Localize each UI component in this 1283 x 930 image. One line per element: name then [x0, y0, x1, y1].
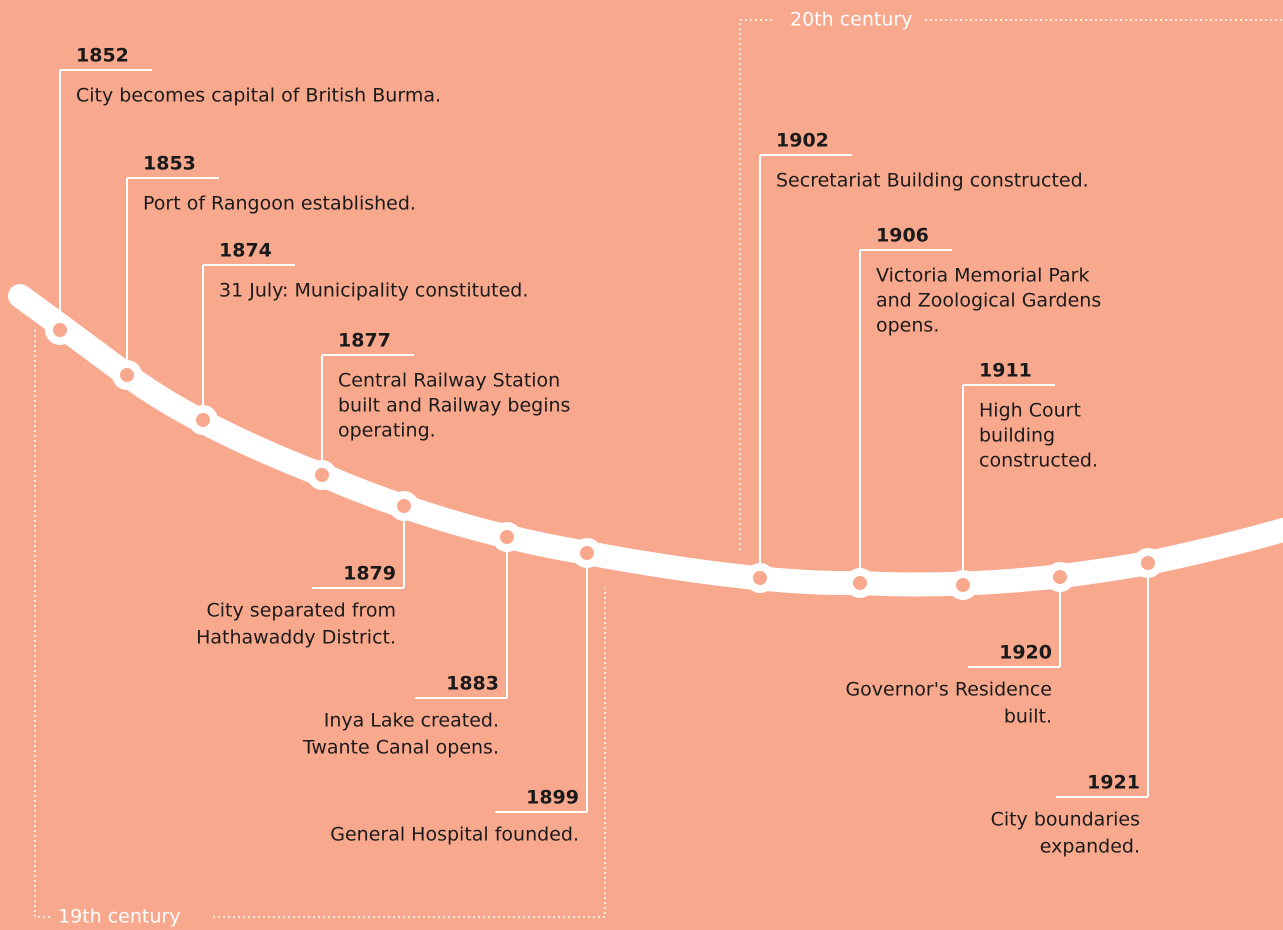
event-text: High Court	[979, 400, 1081, 422]
event-text: Governor's Residence	[845, 679, 1052, 701]
event-text: Central Railway Station	[338, 370, 560, 392]
event-text: expanded.	[1040, 836, 1140, 858]
node-inner	[120, 368, 134, 382]
node-inner	[753, 571, 767, 585]
event-text: City separated from	[207, 600, 396, 622]
node-inner	[956, 578, 970, 592]
event-year: 1902	[776, 130, 829, 152]
event-text: Secretariat Building constructed.	[776, 170, 1089, 192]
node-inner	[1053, 570, 1067, 584]
bracket-20th	[739, 19, 1283, 550]
label-bg	[775, 8, 925, 32]
event-text: built and Railway begins	[338, 395, 570, 417]
event-year: 1906	[876, 225, 929, 247]
event-text: operating.	[338, 420, 436, 442]
event-year: 1920	[999, 642, 1052, 664]
century-label: 19th century	[58, 906, 180, 928]
label-bg	[50, 905, 210, 929]
node-inner	[580, 546, 594, 560]
bracket-19th	[34, 330, 606, 918]
event-year: 1883	[446, 673, 499, 695]
event-year: 1853	[143, 153, 196, 175]
node-inner	[853, 576, 867, 590]
node-inner	[397, 499, 411, 513]
event-text: City boundaries	[991, 809, 1140, 831]
event-text: Victoria Memorial Park	[876, 265, 1089, 287]
event-text: building	[979, 425, 1055, 447]
event-text: General Hospital founded.	[330, 824, 579, 846]
node-inner	[500, 530, 514, 544]
century-brackets	[34, 19, 1283, 918]
node-inner	[315, 468, 329, 482]
century-label: 20th century	[790, 9, 912, 31]
event-text: constructed.	[979, 450, 1098, 472]
event-year: 1921	[1087, 772, 1140, 794]
event-text: Inya Lake created.	[324, 710, 499, 732]
event-year: 1877	[338, 330, 391, 352]
event-year: 1874	[219, 240, 272, 262]
event-text: and Zoological Gardens	[876, 290, 1101, 312]
node-inner	[196, 413, 210, 427]
event-text: built.	[1004, 706, 1052, 728]
timeline-curve	[8, 284, 1283, 597]
event-year: 1852	[76, 45, 129, 67]
event-text: City becomes capital of British Burma.	[76, 85, 441, 107]
event-text: Hathawaddy District.	[196, 627, 396, 649]
event-text: Twante Canal opens.	[302, 737, 499, 759]
node-inner	[53, 323, 67, 337]
event-year: 1879	[343, 563, 396, 585]
event-year: 1899	[526, 787, 579, 809]
event-text: Port of Rangoon established.	[143, 193, 416, 215]
node-inner	[1141, 556, 1155, 570]
event-text: 31 July: Municipality constituted.	[219, 280, 528, 302]
event-year: 1911	[979, 360, 1032, 382]
event-text: opens.	[876, 315, 939, 337]
